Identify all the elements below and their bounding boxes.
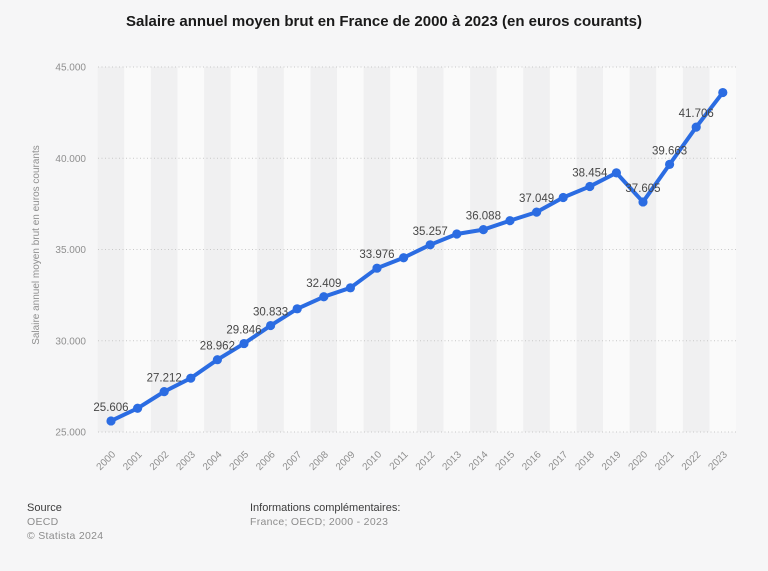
data-point-label: 25.606 [93, 402, 128, 414]
x-tick-label: 2023 [706, 449, 730, 473]
additional-info-value: France; OECD; 2000 - 2023 [250, 516, 389, 528]
data-point [292, 304, 302, 314]
data-point [611, 168, 622, 178]
plot-stripe [283, 67, 311, 432]
data-point-label: 36.088 [466, 211, 501, 223]
data-point [532, 207, 542, 217]
data-point [425, 240, 435, 250]
x-tick-label: 2002 [148, 449, 172, 473]
plot-stripe [150, 67, 178, 432]
data-point [372, 263, 382, 273]
data-point [106, 416, 116, 426]
x-tick-label: 2007 [281, 449, 305, 473]
x-tick-label: 2022 [680, 449, 704, 473]
plot-stripe [124, 67, 151, 432]
data-point-label: 27.212 [147, 373, 182, 385]
x-tick-label: 2019 [600, 449, 624, 473]
data-point-label: 28.962 [200, 341, 235, 353]
data-point-label: 29.846 [226, 325, 261, 337]
y-tick-label: 35.000 [55, 245, 86, 256]
data-point [345, 283, 355, 293]
x-tick-label: 2013 [440, 449, 464, 473]
data-point [638, 197, 648, 207]
x-tick-label: 2020 [627, 449, 651, 473]
x-tick-label: 2003 [174, 449, 198, 473]
plot-stripe [390, 67, 417, 432]
data-point-label: 39.663 [652, 145, 687, 157]
y-tick-label: 25.000 [55, 428, 86, 439]
source-heading: Source [27, 502, 62, 514]
additional-info-heading: Informations complémentaires: [250, 502, 401, 514]
data-point [319, 292, 329, 302]
data-point-label: 37.605 [625, 183, 660, 195]
data-point-label: 33.976 [359, 249, 394, 261]
chart-title: Salaire annuel moyen brut en France de 2… [125, 13, 643, 30]
data-point-label: 37.049 [519, 193, 554, 205]
x-tick-label: 2004 [201, 449, 225, 473]
data-point [239, 338, 249, 349]
y-tick-label: 40.000 [55, 154, 86, 165]
statista-copyright: © Statista 2024 [27, 530, 104, 542]
x-tick-label: 2010 [361, 449, 385, 473]
data-point [133, 403, 143, 413]
source-name: OECD [27, 516, 59, 528]
data-point [478, 225, 488, 235]
data-point-label: 38.454 [572, 167, 608, 179]
x-tick-label: 2018 [573, 449, 597, 473]
data-point [159, 387, 169, 397]
data-point [212, 355, 222, 365]
x-tick-label: 2008 [307, 449, 331, 473]
plot-stripe [523, 67, 550, 432]
data-point [665, 159, 675, 170]
data-point [452, 229, 462, 239]
data-point [558, 192, 568, 203]
series-line [109, 90, 725, 423]
data-point-label: 41.706 [679, 108, 714, 120]
x-tick-label: 2017 [547, 449, 571, 473]
data-point-label: 32.409 [306, 278, 341, 290]
x-tick-label: 2012 [414, 449, 438, 473]
y-tick-label: 30.000 [55, 336, 86, 347]
x-tick-label: 2014 [467, 449, 491, 473]
x-tick-label: 2005 [228, 449, 252, 473]
data-point [585, 181, 595, 192]
x-tick-label: 2006 [254, 449, 278, 473]
x-tick-label: 2009 [334, 449, 358, 473]
x-tick-label: 2000 [95, 449, 119, 473]
x-tick-label: 2016 [520, 449, 544, 473]
plot-stripe [549, 67, 577, 432]
x-tick-label: 2021 [653, 449, 677, 473]
plot-stripe [257, 67, 284, 432]
data-point [505, 216, 515, 226]
data-point [399, 253, 409, 263]
data-point-label: 35.257 [413, 226, 448, 238]
plot-stripe [656, 67, 683, 432]
data-point [718, 87, 728, 98]
data-point [266, 320, 276, 331]
data-point-label: 30.833 [253, 307, 288, 319]
additional-info-block: Informations complémentaires: France; OE… [250, 501, 400, 529]
source-block: Source OECD © Statista 2024 [27, 501, 103, 543]
x-tick-label: 2011 [388, 449, 411, 472]
data-point [186, 373, 196, 383]
x-tick-label: 2001 [121, 449, 145, 473]
data-point [691, 122, 701, 132]
x-tick-label: 2015 [494, 449, 518, 473]
y-tick-label: 45.000 [55, 63, 86, 74]
